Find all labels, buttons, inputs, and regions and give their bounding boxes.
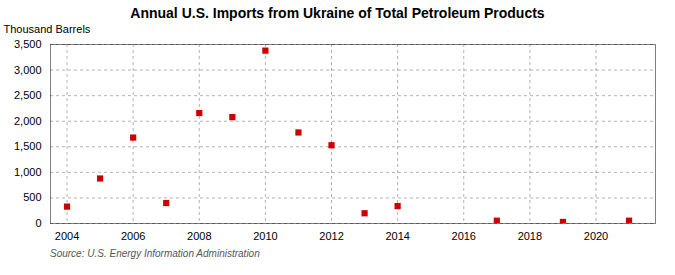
- svg-text:2012: 2012: [319, 230, 343, 242]
- svg-text:1,000: 1,000: [14, 166, 42, 178]
- html-text:Source: U.S. Energy Informatio: Source: U.S. Energy Information Administ…: [50, 248, 260, 259]
- svg-text:1,500: 1,500: [14, 140, 42, 152]
- svg-text:500: 500: [23, 191, 41, 203]
- svg-text:2,500: 2,500: [14, 89, 42, 101]
- html-text:Annual U.S. Imports from Ukrai: Annual U.S. Imports from Ukraine of Tota…: [130, 5, 545, 21]
- svg-text:Thousand Barrels: Thousand Barrels: [4, 23, 91, 35]
- svg-text:2010: 2010: [253, 230, 277, 242]
- svg-text:2004: 2004: [55, 230, 79, 242]
- svg-text:2020: 2020: [584, 230, 608, 242]
- svg-text:2006: 2006: [121, 230, 145, 242]
- svg-text:0: 0: [35, 217, 41, 229]
- svg-text:2014: 2014: [385, 230, 409, 242]
- svg-text:2,000: 2,000: [14, 115, 42, 127]
- svg-text:3,500: 3,500: [14, 38, 42, 50]
- svg-text:2016: 2016: [452, 230, 476, 242]
- svg-text:3,000: 3,000: [14, 64, 42, 76]
- svg-text:2018: 2018: [518, 230, 542, 242]
- svg-text:2008: 2008: [187, 230, 211, 242]
